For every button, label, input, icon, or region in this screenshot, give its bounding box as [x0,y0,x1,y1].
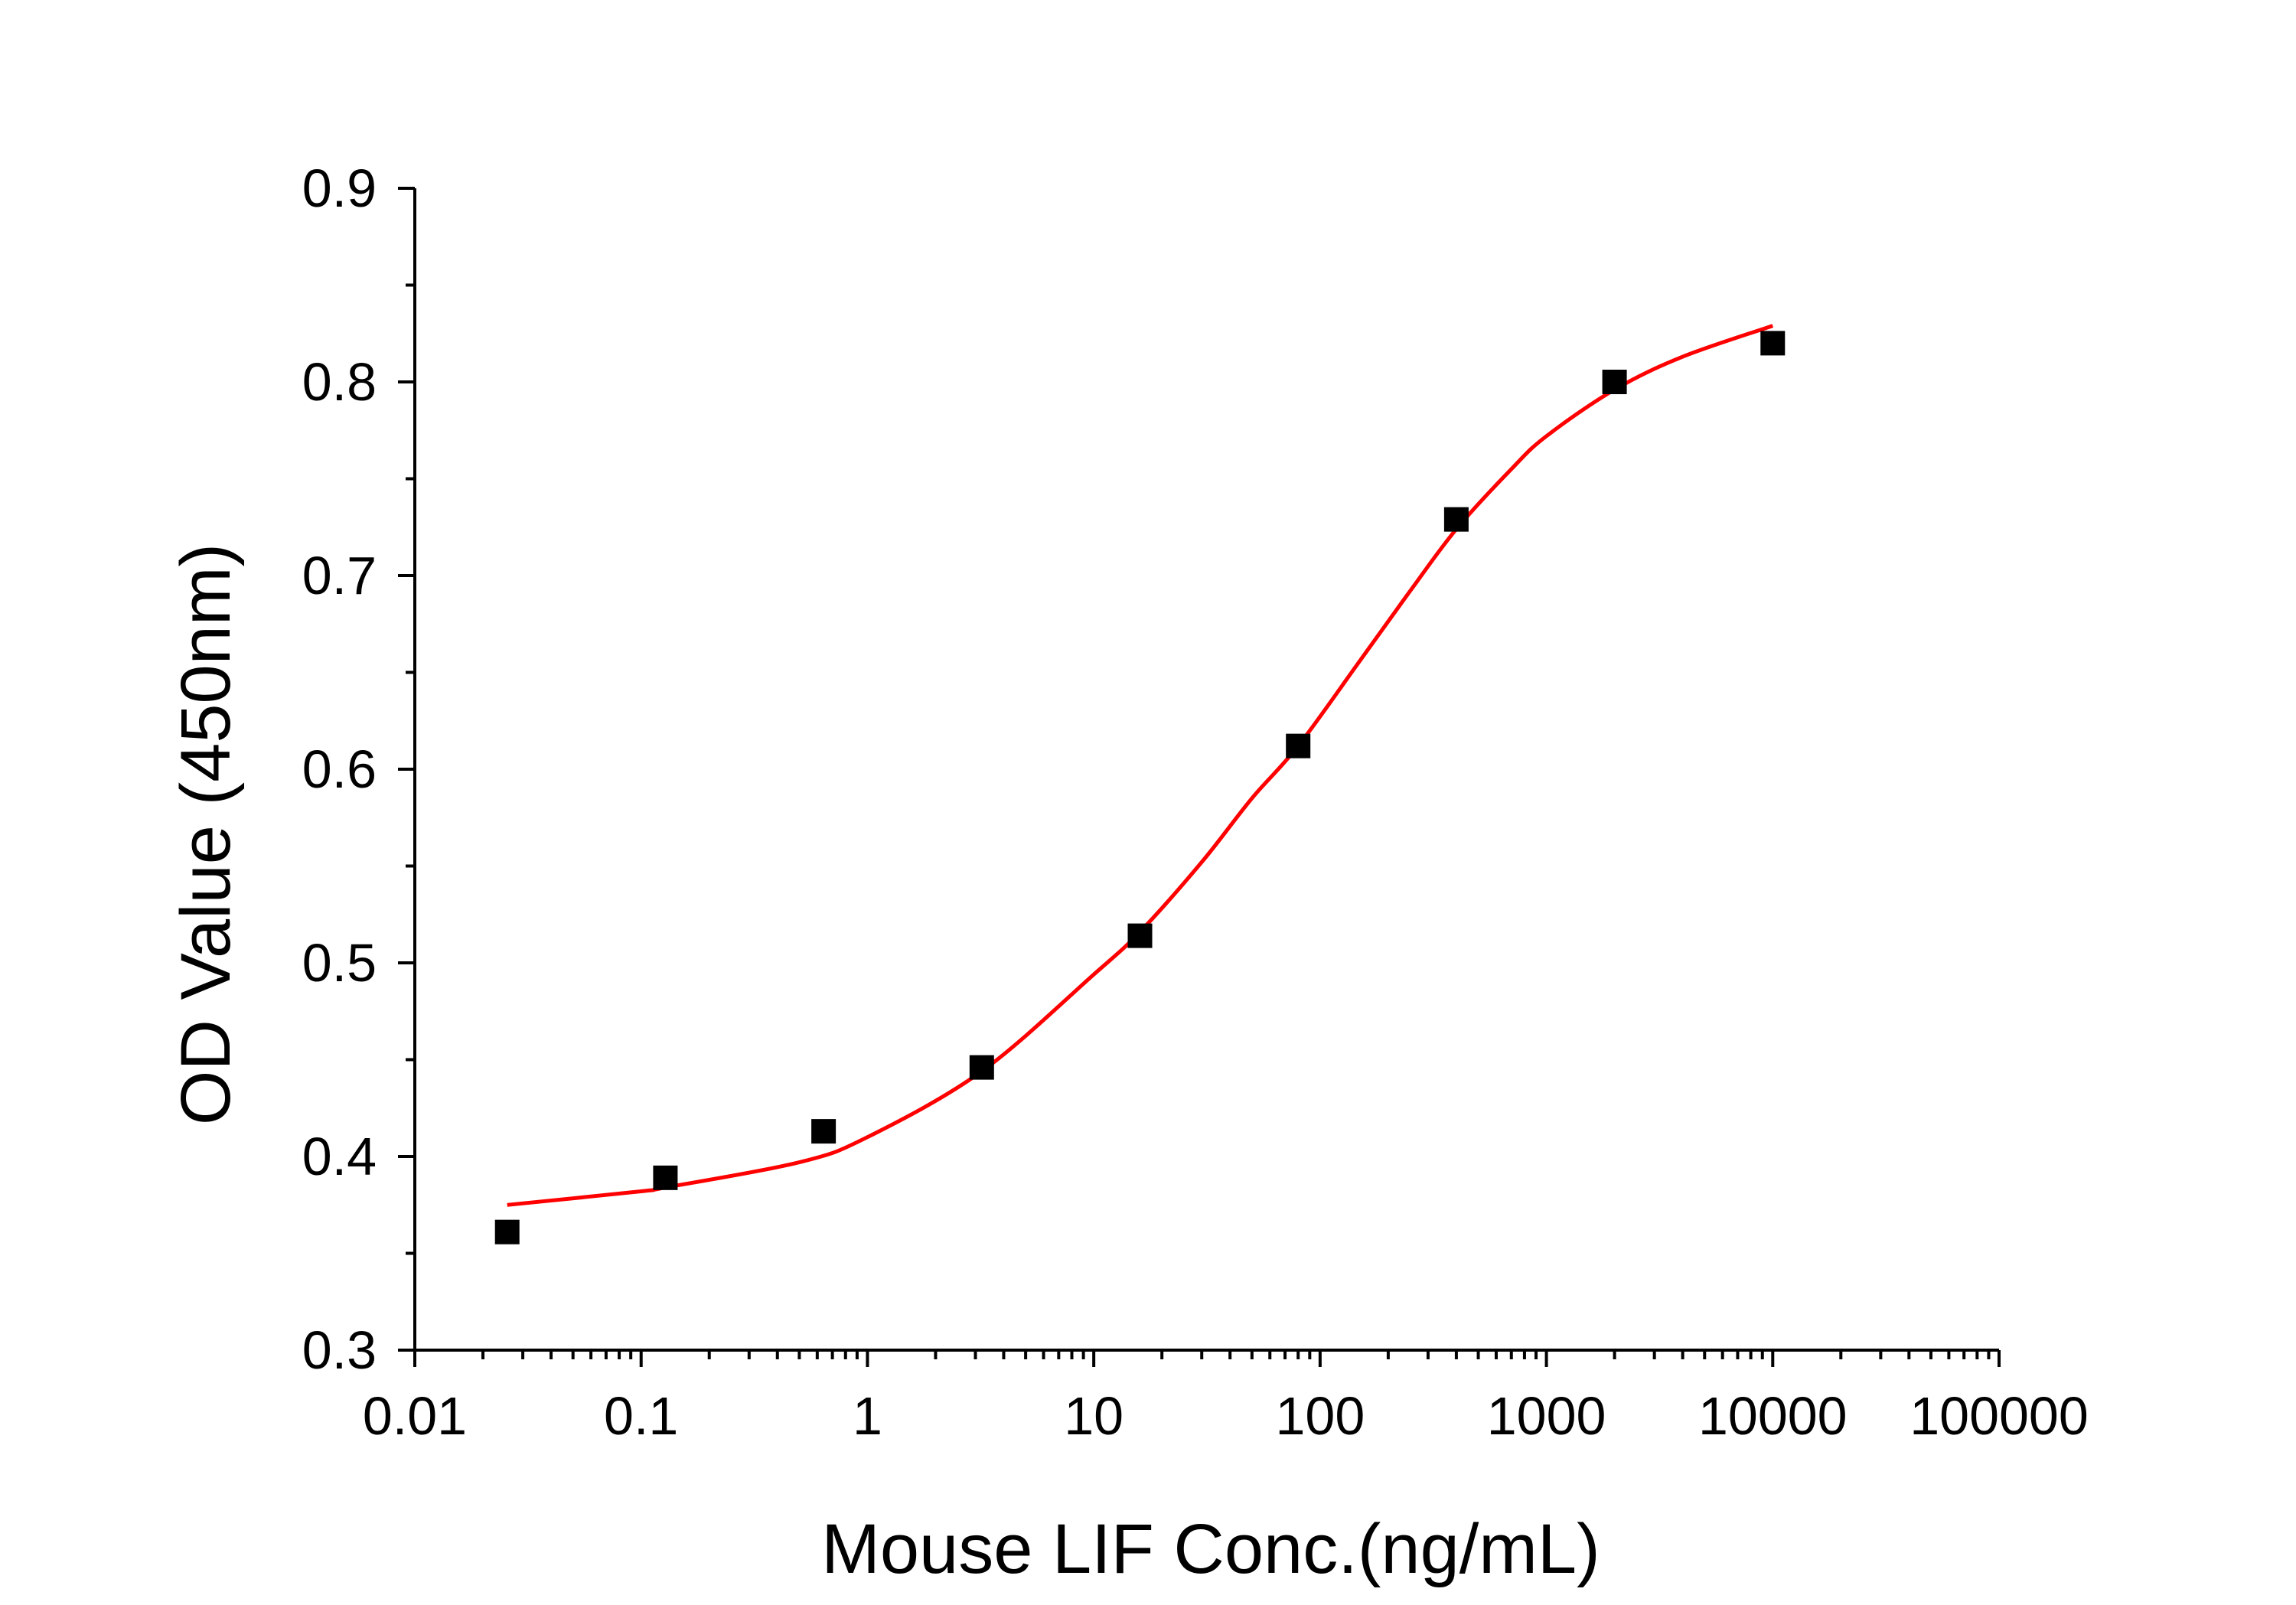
y-tick-label: 0.9 [302,158,377,218]
x-tick-label: 0.1 [604,1386,678,1446]
data-point [653,1165,678,1190]
y-tick-label: 0.3 [302,1320,377,1380]
x-tick-label: 1000 [1487,1386,1606,1446]
x-tick-label: 1 [853,1386,882,1446]
data-point [1760,331,1786,356]
y-tick-label: 0.8 [302,352,377,412]
y-tick-label: 0.5 [302,933,377,993]
data-point [494,1219,520,1245]
data-point [1602,370,1627,394]
x-tick-label: 10 [1064,1386,1124,1446]
data-point [811,1119,837,1144]
x-tick-label: 10000 [1698,1386,1848,1446]
data-point [969,1055,994,1080]
data-point [1127,923,1153,948]
data-point [1443,507,1469,532]
y-tick-label: 0.4 [302,1127,377,1186]
fit-curve-line [507,324,1774,1207]
data-point [1286,733,1311,758]
x-tick-label: 0.01 [363,1386,467,1446]
y-tick-label: 0.6 [302,739,377,799]
x-tick-label: 100000 [1910,1386,2089,1446]
y-tick-label: 0.7 [302,546,377,605]
x-axis-title: Mouse LIF Conc.(ng/mL) [821,1510,1600,1588]
y-axis-title: OD Value (450nm) [167,543,245,1125]
x-tick-label: 100 [1275,1386,1365,1446]
